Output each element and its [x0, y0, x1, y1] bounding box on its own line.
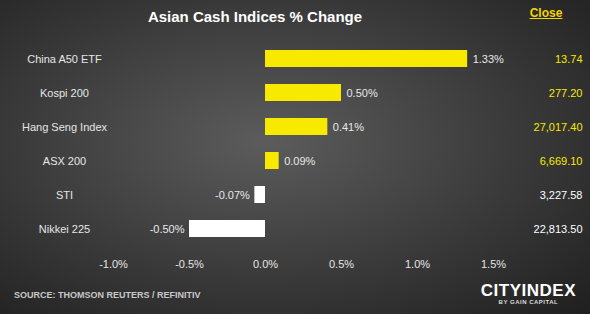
- html-text:Close: Close: [529, 6, 563, 20]
- svg-text:-0.5%: -0.5%: [175, 258, 204, 270]
- svg-text:-0.50%: -0.50%: [150, 223, 185, 235]
- html-text:SOURCE: THOMSON REUTERS / REFI: SOURCE: THOMSON REUTERS / REFINITIV: [14, 290, 201, 300]
- svg-text:-1.0%: -1.0%: [99, 258, 128, 270]
- svg-text:6,669.10: 6,669.10: [540, 155, 583, 167]
- svg-text:27,017.40: 27,017.40: [534, 121, 583, 133]
- svg-text:Nikkei 225: Nikkei 225: [39, 223, 90, 235]
- svg-text:0.09%: 0.09%: [284, 155, 315, 167]
- svg-text:13.74: 13.74: [555, 53, 583, 65]
- svg-text:0.5%: 0.5%: [329, 258, 354, 270]
- svg-text:Kospi 200: Kospi 200: [40, 87, 89, 99]
- svg-text:0.0%: 0.0%: [253, 258, 278, 270]
- svg-text:Hang Seng Index: Hang Seng Index: [22, 121, 108, 133]
- svg-text:1.5%: 1.5%: [481, 258, 506, 270]
- svg-text:277.20: 277.20: [549, 87, 583, 99]
- svg-text:China A50 ETF: China A50 ETF: [27, 53, 102, 65]
- svg-text:STI: STI: [56, 189, 73, 201]
- html-text:CITYINDEX: CITYINDEX: [480, 281, 576, 300]
- html-text:BY GAIN CAPITAL: BY GAIN CAPITAL: [498, 299, 559, 305]
- svg-text:-0.07%: -0.07%: [215, 189, 250, 201]
- svg-text:22,813.50: 22,813.50: [534, 223, 583, 235]
- svg-text:1.0%: 1.0%: [405, 258, 430, 270]
- svg-text:0.41%: 0.41%: [333, 121, 364, 133]
- svg-text:1.33%: 1.33%: [473, 53, 504, 65]
- html-text:Asian Cash Indices % Change: Asian Cash Indices % Change: [147, 8, 363, 25]
- svg-text:ASX 200: ASX 200: [43, 155, 86, 167]
- svg-text:3,227.58: 3,227.58: [540, 189, 583, 201]
- svg-text:0.50%: 0.50%: [347, 87, 378, 99]
